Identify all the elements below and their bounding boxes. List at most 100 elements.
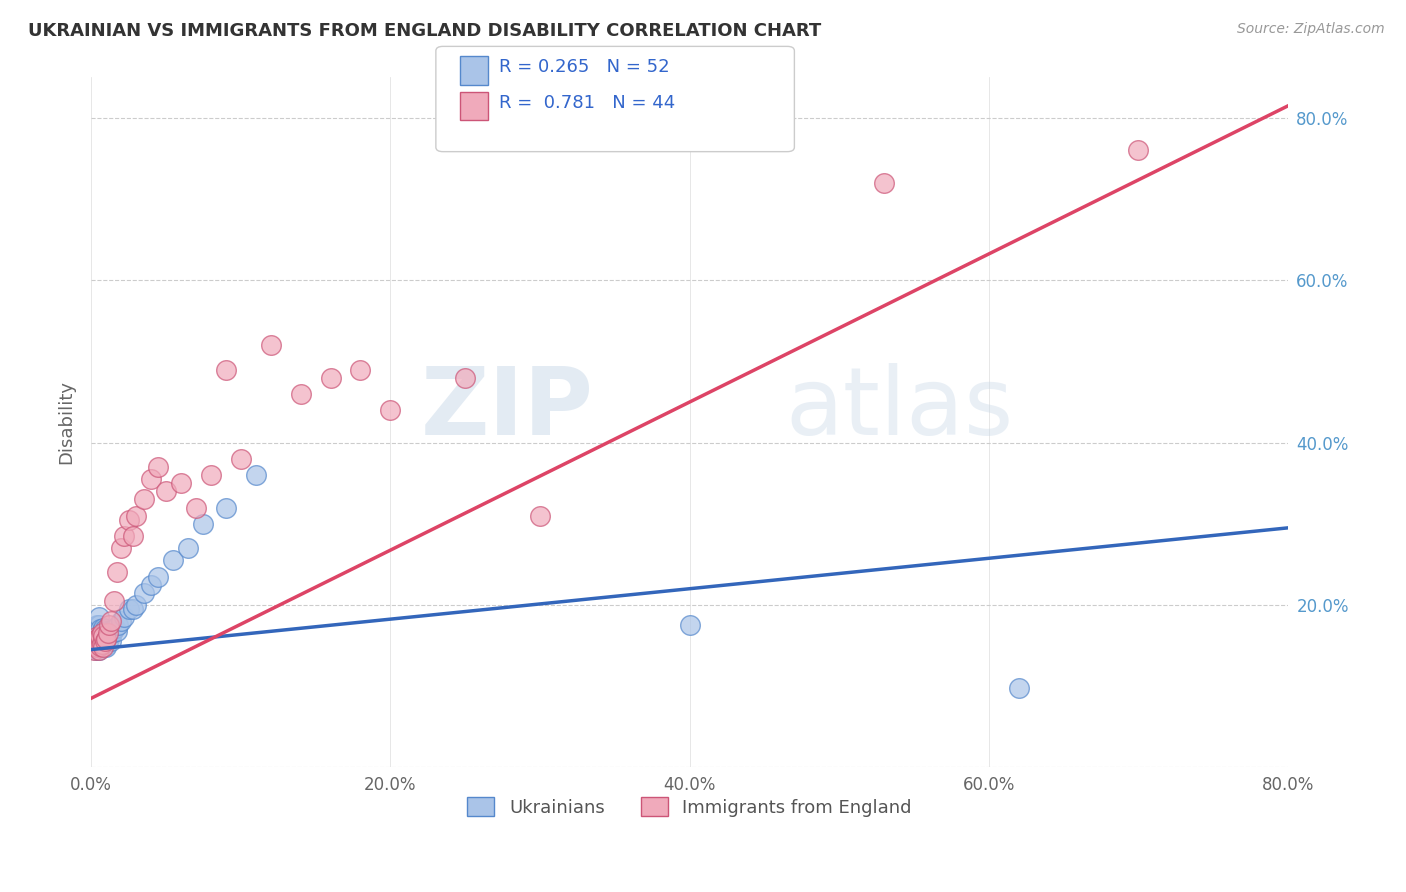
Point xyxy=(290,387,312,401)
Text: ZIP: ZIP xyxy=(420,362,593,455)
Point xyxy=(454,370,477,384)
Point xyxy=(97,634,120,648)
Text: UKRAINIAN VS IMMIGRANTS FROM ENGLAND DISABILITY CORRELATION CHART: UKRAINIAN VS IMMIGRANTS FROM ENGLAND DIS… xyxy=(28,22,821,40)
Point xyxy=(260,338,283,352)
Point xyxy=(83,634,105,648)
Point xyxy=(193,516,215,531)
Point xyxy=(91,629,114,643)
Legend: Ukrainians, Immigrants from England: Ukrainians, Immigrants from England xyxy=(460,790,920,824)
Point xyxy=(122,602,145,616)
Point xyxy=(380,403,402,417)
Point xyxy=(200,468,222,483)
Point xyxy=(89,631,111,645)
Point xyxy=(90,624,112,638)
Point xyxy=(86,639,108,653)
Point xyxy=(155,484,177,499)
Point xyxy=(84,639,107,653)
Text: Source: ZipAtlas.com: Source: ZipAtlas.com xyxy=(1237,22,1385,37)
Point xyxy=(1008,681,1031,695)
Point xyxy=(84,631,107,645)
Point xyxy=(94,632,117,646)
Point xyxy=(90,637,112,651)
Point xyxy=(117,513,139,527)
Point xyxy=(93,631,115,645)
Y-axis label: Disability: Disability xyxy=(58,380,75,465)
Point xyxy=(529,508,551,523)
Point xyxy=(93,634,115,648)
Point xyxy=(98,618,121,632)
Point xyxy=(112,610,135,624)
Point xyxy=(89,639,111,653)
Point xyxy=(87,642,110,657)
Point xyxy=(105,624,128,638)
Point xyxy=(245,468,267,483)
Point xyxy=(873,176,896,190)
Point xyxy=(83,642,105,657)
Point xyxy=(87,626,110,640)
Point xyxy=(87,610,110,624)
Point xyxy=(101,626,124,640)
Point xyxy=(100,624,122,638)
Point xyxy=(89,622,111,636)
Point xyxy=(89,639,111,653)
Point xyxy=(100,634,122,648)
Point xyxy=(162,553,184,567)
Point xyxy=(170,476,193,491)
Point xyxy=(94,624,117,638)
Point xyxy=(110,614,132,628)
Point xyxy=(349,362,371,376)
Text: R =  0.781   N = 44: R = 0.781 N = 44 xyxy=(499,94,675,112)
Point xyxy=(97,626,120,640)
Point xyxy=(90,632,112,646)
Point xyxy=(91,621,114,635)
Point xyxy=(125,508,148,523)
Point xyxy=(139,577,162,591)
Point xyxy=(90,640,112,655)
Point xyxy=(86,640,108,655)
Point xyxy=(87,634,110,648)
Point xyxy=(84,642,107,657)
Point xyxy=(215,362,238,376)
Point xyxy=(132,492,155,507)
Point xyxy=(319,370,342,384)
Point xyxy=(91,640,114,655)
Point xyxy=(83,634,105,648)
Point xyxy=(132,586,155,600)
Point xyxy=(87,642,110,657)
Point xyxy=(678,618,700,632)
Point xyxy=(97,626,120,640)
Point xyxy=(103,594,125,608)
Point xyxy=(103,622,125,636)
Point xyxy=(104,621,127,635)
Point xyxy=(148,569,170,583)
Point xyxy=(177,541,200,556)
Point xyxy=(86,632,108,646)
Point xyxy=(184,500,207,515)
Point xyxy=(91,637,114,651)
Point xyxy=(86,618,108,632)
Point xyxy=(229,451,252,466)
Point xyxy=(94,632,117,646)
Point xyxy=(86,626,108,640)
Point xyxy=(215,500,238,515)
Point xyxy=(98,624,121,638)
Point xyxy=(87,618,110,632)
Text: atlas: atlas xyxy=(786,362,1014,455)
Point xyxy=(93,622,115,636)
Point xyxy=(148,460,170,475)
Point xyxy=(1128,144,1150,158)
Point xyxy=(90,626,112,640)
Point xyxy=(87,632,110,646)
Point xyxy=(84,631,107,645)
Point xyxy=(110,541,132,556)
Point xyxy=(139,472,162,486)
Point xyxy=(105,566,128,580)
Point xyxy=(91,629,114,643)
Point xyxy=(100,614,122,628)
Point xyxy=(117,602,139,616)
Point xyxy=(98,632,121,646)
Point xyxy=(112,529,135,543)
Point xyxy=(89,629,111,643)
Point xyxy=(94,640,117,655)
Point xyxy=(107,618,129,632)
